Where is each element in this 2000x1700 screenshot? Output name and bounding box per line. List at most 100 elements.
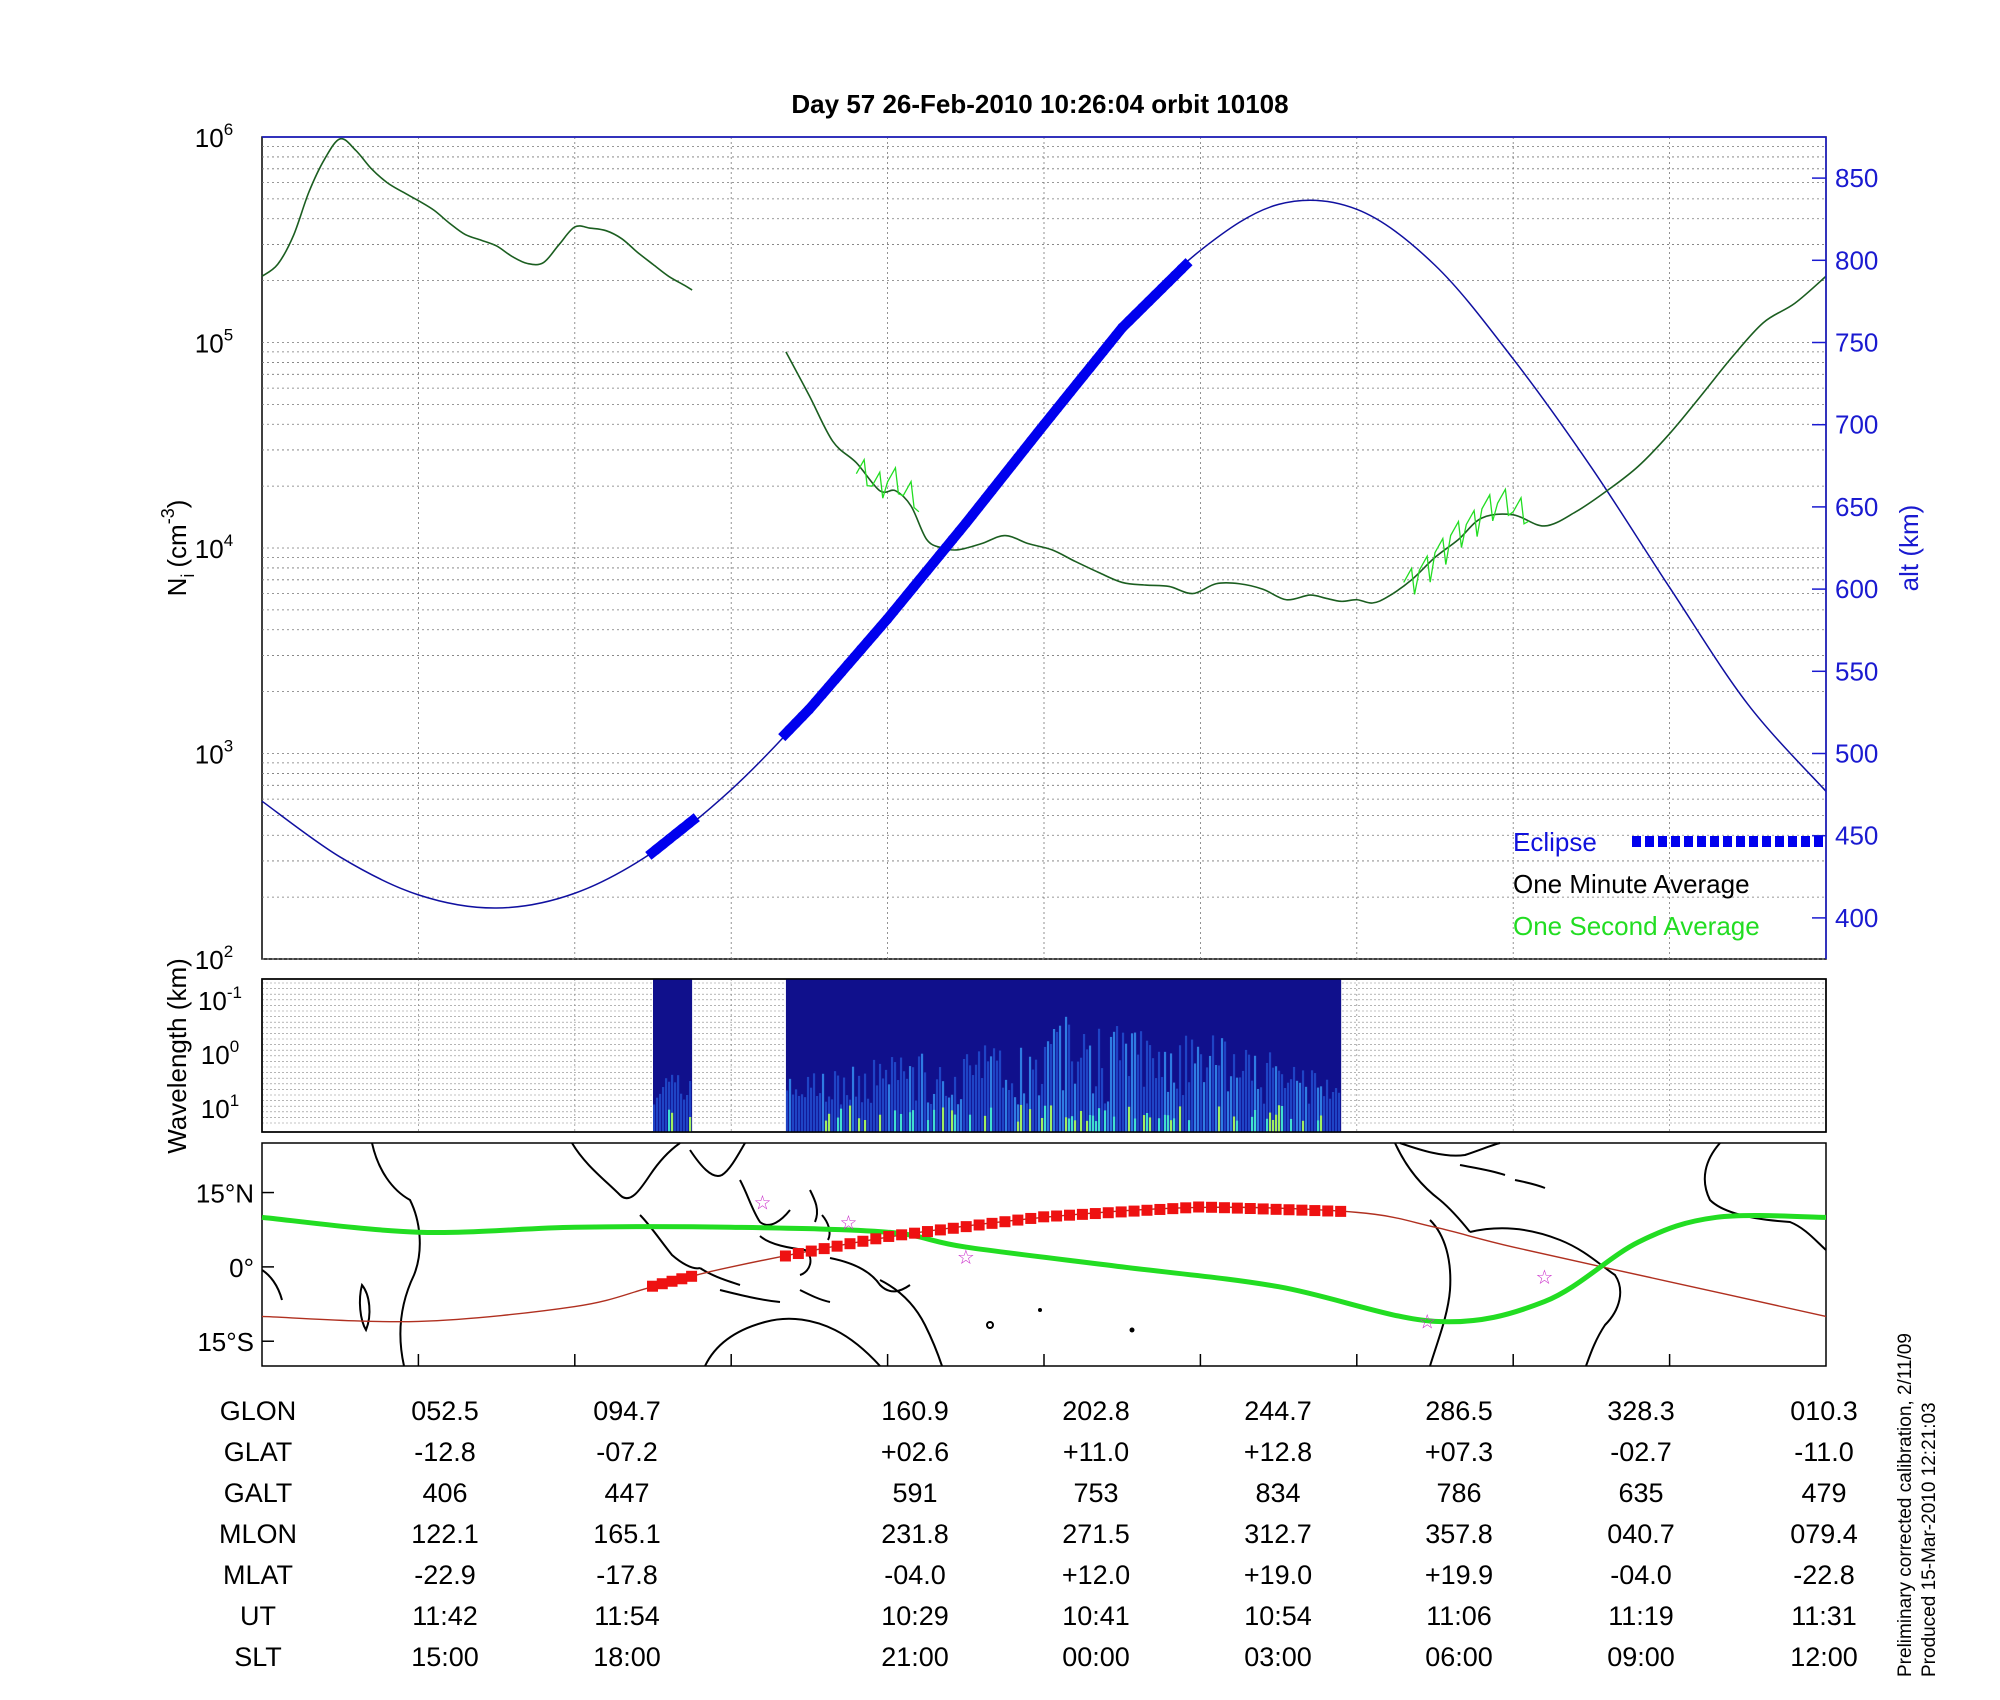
chart-title: Day 57 26-Feb-2010 10:26:04 orbit 10108 [791, 89, 1288, 119]
spectrogram-column [980, 1078, 984, 1132]
eclipse-map-marker [1102, 1207, 1114, 1219]
eclipse-map-marker [1128, 1205, 1140, 1217]
table-row-label: MLAT [222, 1560, 294, 1590]
eclipse-map-marker [676, 1273, 688, 1285]
spectrogram-column [1001, 1087, 1005, 1132]
spectrogram-column [1247, 1054, 1251, 1132]
spectrogram-column [1280, 1074, 1284, 1132]
spectrogram-column [1325, 1079, 1329, 1132]
spectrogram-hot [989, 1107, 993, 1132]
eclipse-map-marker [921, 1226, 933, 1238]
spectrogram-column [857, 1075, 861, 1132]
spectrogram-column [1034, 1059, 1038, 1132]
spectrogram-hot [668, 1109, 671, 1132]
altitude-tick-label: 750 [1835, 328, 1878, 358]
eclipse-map-marker [1283, 1204, 1295, 1216]
spectrogram-column [1286, 1082, 1290, 1132]
table-cell: 10:41 [1062, 1601, 1130, 1631]
spectrogram-column [1109, 1036, 1113, 1132]
eclipse-map-marker [896, 1229, 908, 1241]
spectrogram-column [818, 1093, 822, 1132]
spectrogram-column [1163, 1051, 1167, 1132]
eclipse-marker [684, 813, 700, 829]
spectrogram-column [989, 1056, 993, 1132]
south-america-west-coastline [1429, 1219, 1452, 1367]
eclipse-map-marker [1064, 1209, 1076, 1221]
altitude-tick-label: 500 [1835, 739, 1878, 769]
eclipse-map-marker [883, 1230, 895, 1242]
java-coastline [719, 1289, 831, 1303]
legend-eclipse-mark [1697, 836, 1706, 847]
spectrogram-column [1295, 1080, 1299, 1132]
spectrogram-hot [1163, 1114, 1167, 1132]
table-cell: 271.5 [1062, 1519, 1130, 1549]
table-cell: 160.9 [881, 1396, 949, 1426]
spectrogram-column [809, 1087, 813, 1132]
spectrogram-column [1319, 1086, 1323, 1132]
spectrogram-hot [671, 1112, 674, 1132]
spectrogram-column [1130, 1033, 1134, 1132]
eclipse-map-marker [779, 1250, 791, 1262]
spectrogram-column [1241, 1070, 1245, 1132]
table-cell: 834 [1255, 1478, 1301, 1508]
spectrogram-column [896, 1080, 900, 1132]
eclipse-map-marker [857, 1235, 869, 1247]
spectrogram-column [866, 1098, 870, 1132]
table-cell: 231.8 [881, 1519, 949, 1549]
spectrogram-hot [1085, 1120, 1089, 1132]
spectrogram-hot [1049, 1105, 1053, 1132]
spectrogram-column [1214, 1065, 1218, 1132]
spectrogram-column [1244, 1049, 1248, 1132]
table-cell: 00:00 [1062, 1642, 1130, 1672]
bay-coastline [689, 1142, 746, 1177]
spectrogram-column [1235, 1077, 1239, 1132]
spectrogram-hot [1319, 1115, 1323, 1132]
density-tick-label: 103 [195, 737, 233, 770]
pacific-island [1038, 1308, 1042, 1312]
spectrogram-column [986, 1061, 990, 1132]
caribbean-islands [1459, 1164, 1546, 1189]
spectrogram-column [923, 1072, 927, 1132]
spectrogram-tick-label: 10-1 [198, 983, 242, 1016]
eclipse-map-marker [1051, 1210, 1063, 1222]
table-cell: 165.1 [593, 1519, 661, 1549]
spectrogram-column [971, 1075, 975, 1132]
map-frame [261, 1142, 1827, 1367]
spectrogram-column [956, 1104, 960, 1132]
spectrogram-column [668, 1081, 671, 1132]
spectrogram-column [806, 1076, 810, 1132]
spectrogram-column [821, 1073, 825, 1132]
spectrogram-column [908, 1066, 912, 1132]
table-cell: 09:00 [1607, 1642, 1675, 1672]
spectrogram-hot [839, 1108, 843, 1132]
eclipse-map-marker [656, 1278, 668, 1290]
table-cell: -04.0 [1610, 1560, 1672, 1590]
spectrogram-column [812, 1073, 816, 1132]
eclipse-map-marker [1335, 1205, 1347, 1217]
legend-eclipse-label: Eclipse [1513, 827, 1597, 857]
table-cell: +07.3 [1424, 1437, 1494, 1467]
legend-eclipse-mark [1645, 836, 1654, 847]
spectrogram-hot [824, 1120, 828, 1132]
eclipse-map-marker [844, 1238, 856, 1250]
spectrogram-column [851, 1066, 855, 1132]
spectrogram-column [905, 1078, 909, 1132]
legend-second-label: One Second Average [1513, 911, 1760, 941]
table-cell: 040.7 [1607, 1519, 1675, 1549]
eclipse-map-marker [1180, 1202, 1192, 1214]
eclipse-map-marker [1025, 1212, 1037, 1224]
spectrogram-column [941, 1081, 945, 1132]
spectrogram-hot [983, 1115, 987, 1132]
eclipse-map-marker [1115, 1206, 1127, 1218]
spectrogram-tick-label: 101 [201, 1091, 239, 1124]
spectrogram-column [1310, 1070, 1314, 1132]
pacific-island [986, 1321, 994, 1329]
spectrogram-column [1199, 1054, 1203, 1132]
table-cell: 18:00 [593, 1642, 661, 1672]
map-axis: 15°N 0° 15°S [196, 1179, 1671, 1366]
altitude-right-axis: 400 450 500 550 600 650 700 750 800 850 [1812, 163, 1878, 933]
spectrogram-column [1019, 1047, 1023, 1132]
table-cell: +19.9 [1424, 1560, 1494, 1590]
spectrogram-hot [1301, 1120, 1305, 1132]
